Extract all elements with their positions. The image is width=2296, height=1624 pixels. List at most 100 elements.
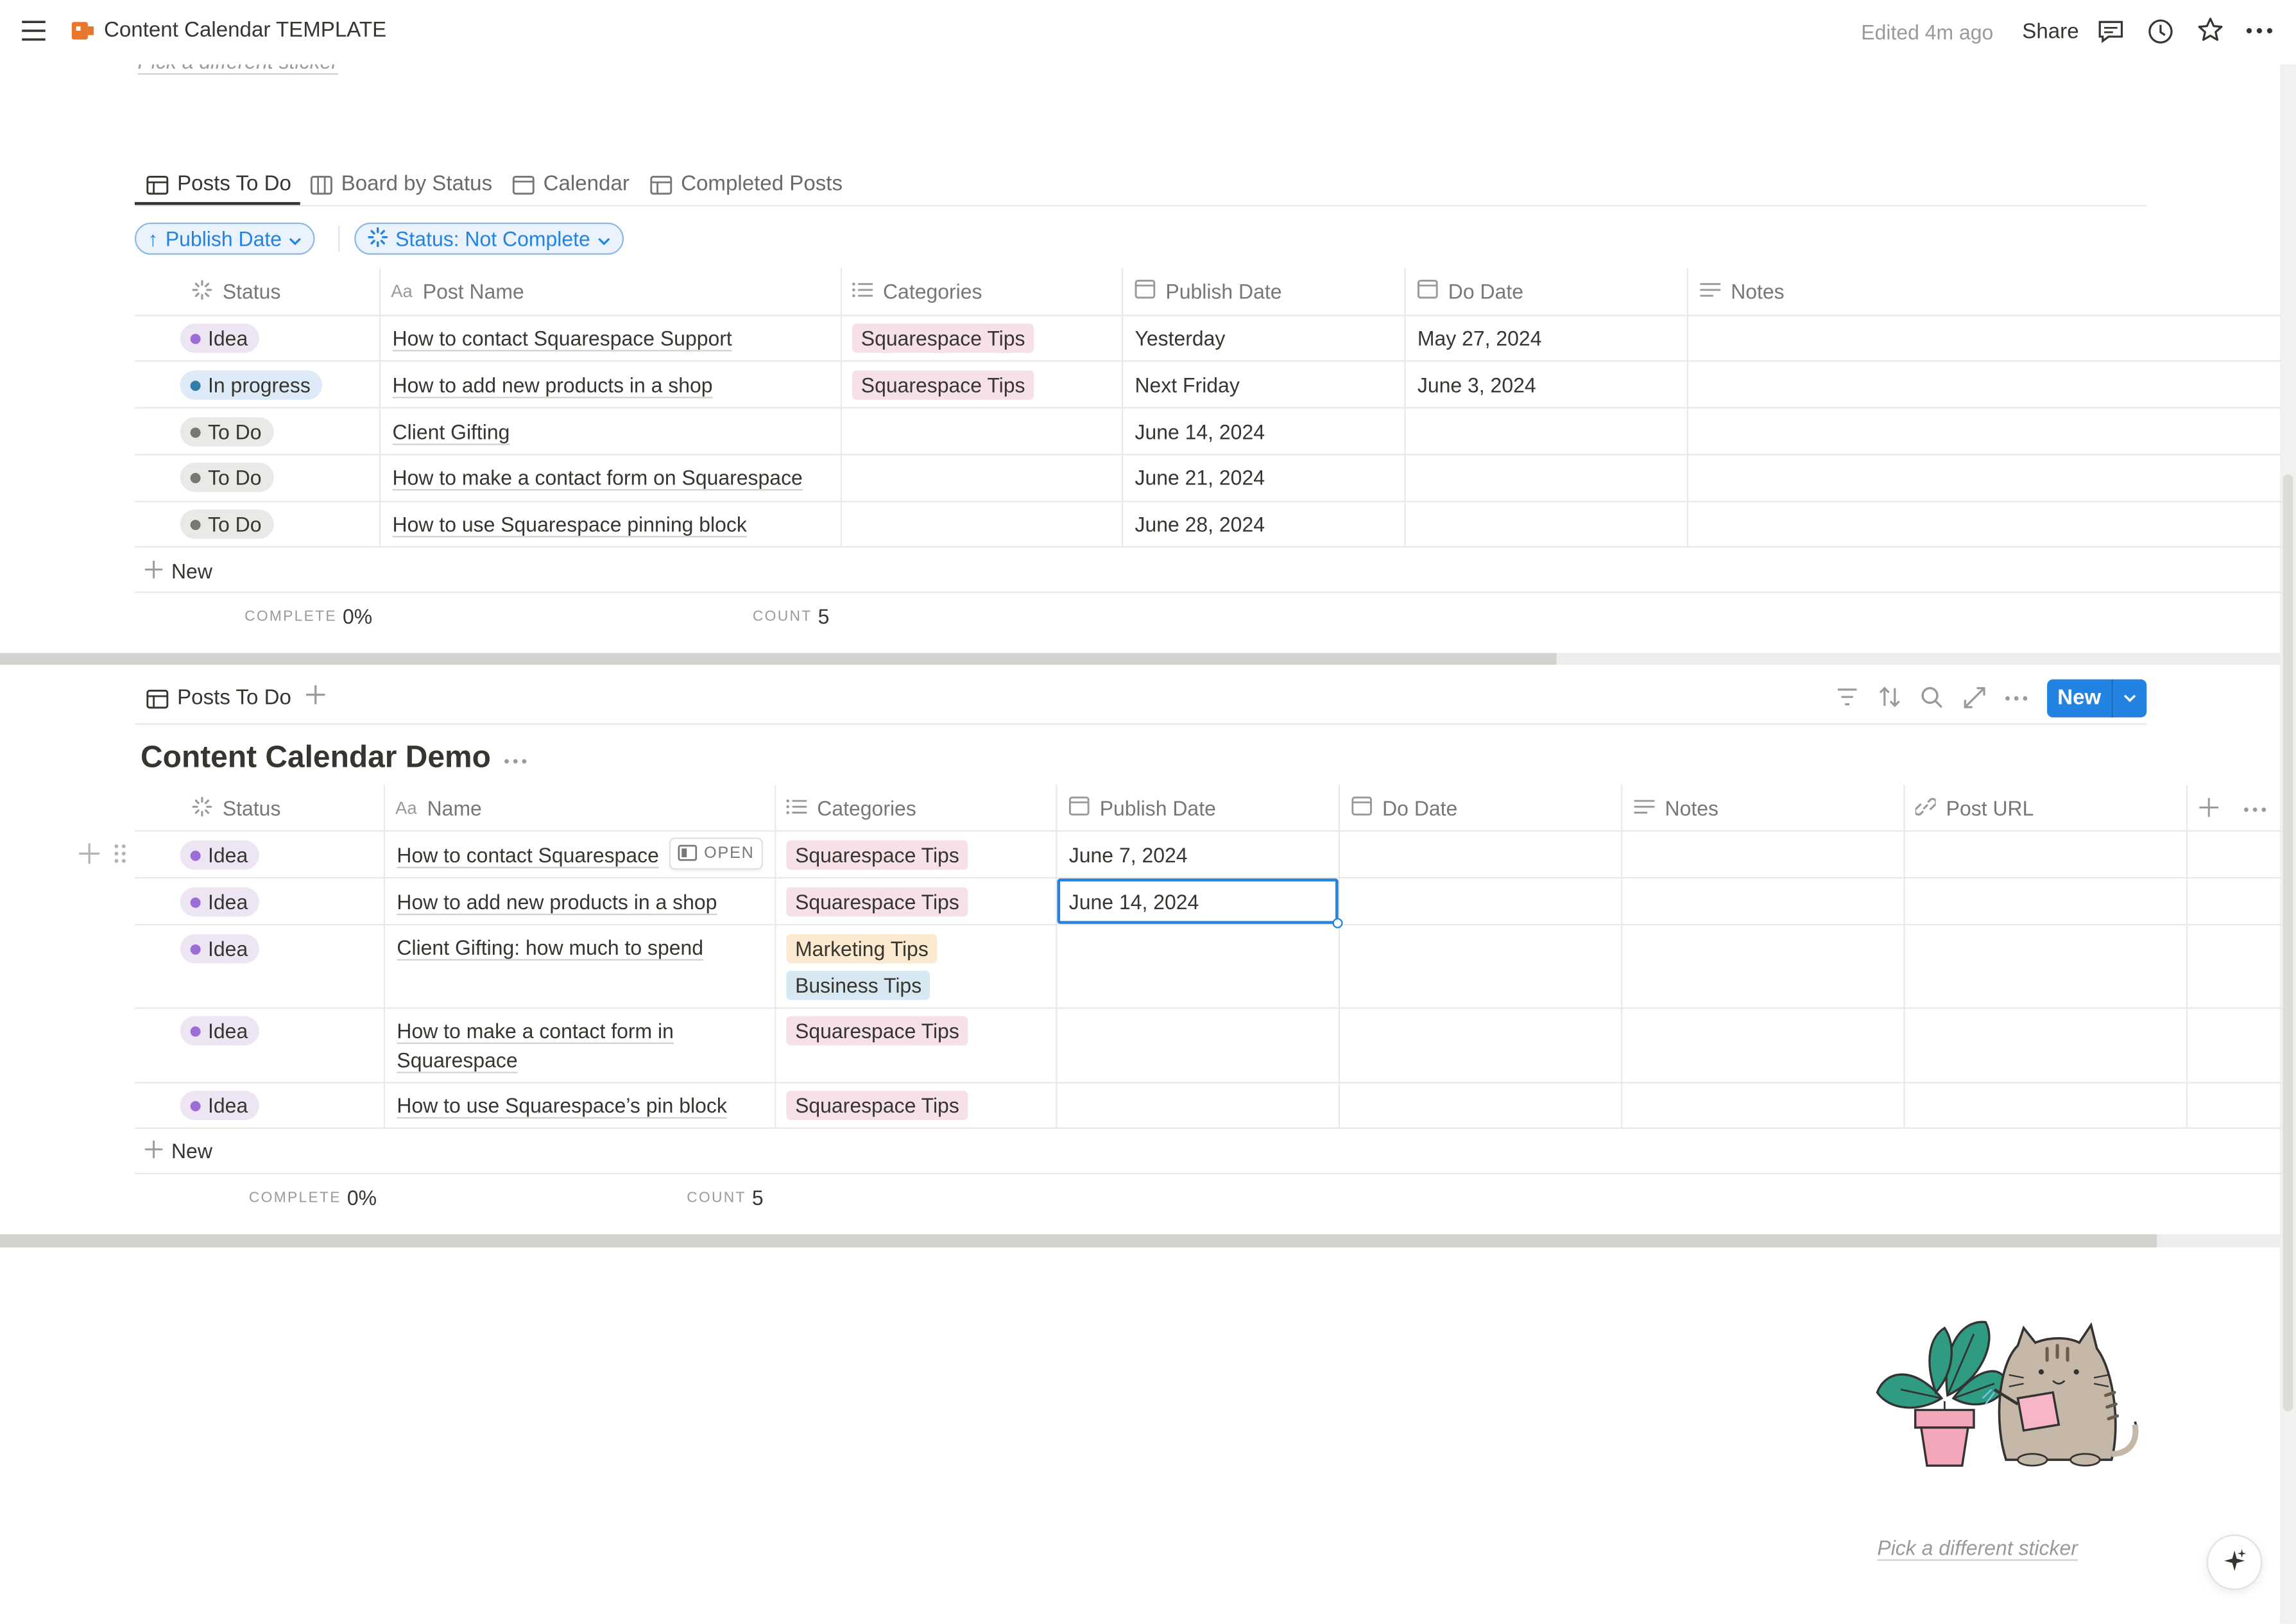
table-row-publish-date[interactable]: June 14, 2024 xyxy=(1068,890,1199,914)
table-row-status[interactable]: Idea xyxy=(180,840,260,870)
table-row-publish-date[interactable]: Yesterday xyxy=(1135,326,1226,350)
table-row-status[interactable]: In progress xyxy=(180,370,323,400)
database-more-icon[interactable] xyxy=(504,751,527,775)
tab-calendar[interactable]: Calendar xyxy=(512,164,630,205)
search-icon[interactable] xyxy=(1921,687,1943,713)
column-header-status[interactable]: Status xyxy=(192,268,280,315)
table-row-name[interactable]: How to use Squarespace’s pin block xyxy=(397,1093,727,1118)
table-row-publish-date[interactable]: June 21, 2024 xyxy=(1135,465,1265,490)
tab-posts-to-do-linked[interactable]: Posts To Do xyxy=(146,678,291,719)
comments-icon[interactable] xyxy=(2097,17,2125,49)
table-row-post-name[interactable]: Client Gifting xyxy=(392,420,510,444)
horizontal-scrollbar-track[interactable] xyxy=(0,653,2280,665)
table-row-category[interactable]: Squarespace Tips xyxy=(786,1091,968,1120)
column-header-post-name[interactable]: Aa Post Name xyxy=(391,268,524,315)
table-row-name-line2[interactable]: Squarespace xyxy=(397,1048,518,1072)
column-header-categories[interactable]: Categories xyxy=(852,268,982,315)
horizontal-scrollbar-thumb[interactable] xyxy=(0,1234,2157,1248)
table-row-status[interactable]: Idea xyxy=(180,887,260,917)
column-header-notes[interactable]: Notes xyxy=(1634,785,1718,832)
table-row-status[interactable]: To Do xyxy=(180,463,273,492)
calc-count[interactable]: COUNT 5 xyxy=(753,602,829,631)
expand-icon[interactable] xyxy=(1964,687,1985,713)
column-header-publish-date[interactable]: Publish Date xyxy=(1068,785,1216,832)
table-row-status[interactable]: Idea xyxy=(180,1016,260,1046)
page-scrollbar-thumb[interactable] xyxy=(2283,474,2293,1412)
tab-board-by-status[interactable]: Board by Status xyxy=(310,164,492,205)
history-icon[interactable] xyxy=(2146,17,2174,49)
open-page-button[interactable]: OPEN xyxy=(669,837,763,870)
column-header-publish-date[interactable]: Publish Date xyxy=(1135,268,1282,315)
page-emoji-icon[interactable] xyxy=(71,19,96,47)
table-row-status[interactable]: To Do xyxy=(180,417,273,447)
selected-cell-outline[interactable] xyxy=(1057,878,1339,924)
table-row-post-name[interactable]: How to add new products in a shop xyxy=(392,373,713,397)
table-row-do-date[interactable]: May 27, 2024 xyxy=(1417,326,1542,350)
calc-complete[interactable]: COMPLETE 0% xyxy=(249,1183,377,1213)
table-row-publish-date[interactable]: Next Friday xyxy=(1135,373,1240,397)
table-row-status[interactable]: To Do xyxy=(180,509,273,539)
more-options-icon[interactable] xyxy=(2005,688,2028,712)
drag-handle-icon[interactable] xyxy=(113,842,128,869)
table-row-post-name[interactable]: How to use Squarespace pinning block xyxy=(392,512,747,536)
table-row-post-name[interactable]: How to contact Squarespace Support xyxy=(392,326,732,350)
table-row-category[interactable]: Squarespace Tips xyxy=(852,323,1034,353)
add-new-row-button[interactable]: New xyxy=(144,1136,212,1166)
column-header-post-url[interactable]: Post URL xyxy=(1914,785,2034,832)
column-header-categories[interactable]: Categories xyxy=(786,785,916,832)
table-row-category[interactable]: Squarespace Tips xyxy=(852,370,1034,400)
table-row-status[interactable]: Idea xyxy=(180,1091,260,1120)
text-lines-icon xyxy=(1634,796,1655,820)
share-button[interactable]: Share xyxy=(2022,20,2079,44)
view-more-icon[interactable] xyxy=(2243,799,2267,823)
column-header-notes[interactable]: Notes xyxy=(1700,268,1785,315)
table-row-post-name[interactable]: How to make a contact form on Squarespac… xyxy=(392,465,803,490)
add-property-plus-icon[interactable] xyxy=(2199,798,2219,822)
column-header-status[interactable]: Status xyxy=(192,785,280,832)
table-row-category[interactable]: Squarespace Tips xyxy=(786,840,968,870)
page-scrollbar-track[interactable] xyxy=(2279,64,2296,1624)
horizontal-scrollbar-track[interactable] xyxy=(0,1234,2280,1248)
calc-count[interactable]: COUNT 5 xyxy=(687,1183,763,1213)
table-row-category[interactable]: Marketing Tips xyxy=(786,934,938,964)
new-button[interactable]: New xyxy=(2057,687,2102,710)
filter-icon[interactable] xyxy=(1837,687,1858,712)
table-row-status[interactable]: Idea xyxy=(180,323,260,353)
table-row-publish-date[interactable]: June 7, 2024 xyxy=(1068,843,1188,867)
cell-fill-handle[interactable] xyxy=(1332,918,1343,928)
menu-icon[interactable] xyxy=(21,17,47,48)
status-filter-pill[interactable]: Status: Not Complete xyxy=(354,222,624,255)
add-new-row-button[interactable]: New xyxy=(144,556,212,586)
favorite-star-icon[interactable] xyxy=(2197,16,2224,48)
ai-assistant-button[interactable] xyxy=(2206,1534,2263,1591)
database-title[interactable]: Content Calendar Demo xyxy=(141,740,491,775)
breadcrumb-page-title[interactable]: Content Calendar TEMPLATE xyxy=(104,19,387,43)
sort-publish-date-pill[interactable]: ↑ Publish Date xyxy=(134,222,316,255)
table-row-publish-date[interactable]: June 28, 2024 xyxy=(1135,512,1265,536)
table-row-publish-date[interactable]: June 14, 2024 xyxy=(1135,420,1265,444)
status-dot xyxy=(190,518,201,529)
pick-sticker-link-bottom[interactable]: Pick a different sticker xyxy=(1877,1535,2078,1560)
add-view-plus-icon[interactable] xyxy=(305,685,325,709)
calc-complete[interactable]: COMPLETE 0% xyxy=(244,602,372,631)
table-row-name[interactable]: How to add new products in a shop xyxy=(397,890,717,914)
column-header-do-date[interactable]: Do Date xyxy=(1351,785,1457,832)
table-row-name[interactable]: Client Gifting: how much to spend xyxy=(397,936,704,959)
add-row-plus-icon[interactable] xyxy=(79,843,100,868)
table-row-status[interactable]: Idea xyxy=(180,934,260,964)
table-row-category[interactable]: Business Tips xyxy=(786,970,930,1000)
table-row-name-line1[interactable]: How to make a contact form in xyxy=(397,1019,674,1043)
table-row-name[interactable]: How to contact Squarespace xyxy=(397,843,659,867)
tab-completed-posts[interactable]: Completed Posts xyxy=(650,164,843,205)
column-header-do-date[interactable]: Do Date xyxy=(1417,268,1523,315)
sort-icon[interactable] xyxy=(1879,687,1901,712)
tab-posts-to-do[interactable]: Posts To Do xyxy=(146,164,291,205)
new-dropdown-chevron-icon[interactable] xyxy=(2113,680,2146,717)
cat-with-plant-sticker-image[interactable] xyxy=(1871,1308,2143,1476)
table-row-do-date[interactable]: June 3, 2024 xyxy=(1417,373,1536,397)
column-header-name[interactable]: Aa Name xyxy=(395,785,482,832)
table-row-category[interactable]: Squarespace Tips xyxy=(786,1016,968,1046)
more-options-icon[interactable] xyxy=(2245,17,2274,48)
horizontal-scrollbar-thumb[interactable] xyxy=(0,653,1557,665)
table-row-category[interactable]: Squarespace Tips xyxy=(786,887,968,917)
